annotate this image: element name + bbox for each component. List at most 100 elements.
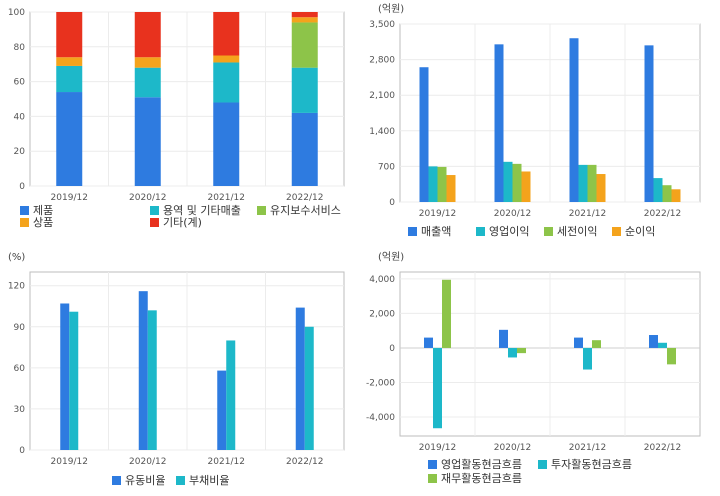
y-tick-label: 0	[389, 344, 395, 354]
bar-segment	[213, 12, 240, 56]
legend-label: 제품	[33, 204, 53, 217]
legend-swatch	[476, 227, 485, 236]
legend-swatch	[20, 218, 29, 227]
y-tick-label: 2,000	[369, 309, 395, 319]
bar-segment	[291, 22, 318, 68]
legend-swatch	[150, 206, 159, 215]
bar	[662, 185, 672, 202]
legend-label: 투자활동현금흐름	[551, 457, 632, 471]
x-tick-label: 2019/12	[51, 457, 88, 467]
bar	[644, 45, 654, 202]
bar-segment	[213, 55, 240, 63]
bar-segment	[134, 57, 161, 68]
y-tick-label: 80	[14, 43, 26, 53]
y-tick-label: 0	[389, 198, 395, 208]
bar	[437, 166, 447, 202]
bar	[653, 178, 663, 202]
bar	[217, 370, 227, 450]
legend-swatch	[544, 227, 553, 236]
y-tick-label: 20	[14, 147, 26, 157]
bar	[494, 44, 504, 202]
legend-label: 기타(계)	[163, 216, 202, 229]
legend-swatch	[538, 460, 547, 469]
chart-income-statement: (억원) 0 700 1,400 2,100 2,800 3,500 2019/12 2020/…	[369, 3, 701, 238]
y-tick-label: 60	[14, 364, 26, 374]
bar-segment	[56, 57, 83, 66]
bar-segment	[56, 92, 83, 186]
bar	[658, 342, 667, 348]
bar-segment	[56, 12, 83, 58]
y-tick-label: 3,500	[369, 20, 395, 30]
chart-cash-flows: (억원) -4,000 -2,000 0 2,000 4,000 2019/12 2020/1…	[366, 251, 701, 485]
legend-swatch	[150, 218, 159, 227]
bar-segment	[291, 112, 318, 186]
legend-swatch	[257, 206, 266, 215]
legend-label: 상품	[33, 216, 53, 229]
legend-swatch	[612, 227, 621, 236]
legend-label: 재무활동현금흐름	[441, 471, 522, 485]
x-tick-label: 2020/12	[129, 457, 166, 467]
bar	[503, 161, 513, 202]
bar	[295, 307, 305, 450]
bar-segment	[134, 12, 161, 58]
x-tick-label: 2022/12	[644, 443, 681, 453]
bar-segment	[134, 67, 161, 98]
x-tick-label: 2020/12	[129, 193, 166, 203]
legend-label: 매출액	[421, 225, 451, 238]
bar	[587, 164, 597, 202]
x-tick-label: 2022/12	[286, 457, 323, 467]
y-tick-label: 4,000	[369, 275, 395, 285]
legend-label: 순이익	[625, 225, 655, 238]
bar	[147, 310, 157, 450]
y-tick-label: 30	[14, 405, 26, 415]
x-tick-label: 2022/12	[644, 209, 681, 219]
unit-label: (억원)	[378, 251, 404, 263]
bar	[569, 38, 579, 202]
y-tick-label: 0	[19, 446, 25, 456]
y-tick-label: 2,100	[369, 91, 395, 101]
bar-segment	[213, 102, 240, 186]
bar	[667, 347, 676, 365]
y-tick-label: 60	[14, 78, 26, 88]
x-tick-label: 2021/12	[569, 443, 606, 453]
legend-swatch	[176, 476, 185, 485]
bar	[424, 337, 433, 348]
bar-segment	[56, 65, 83, 93]
bar	[583, 347, 592, 370]
y-tick-label: 0	[19, 182, 25, 192]
legend-swatch	[20, 206, 29, 215]
legend-swatch	[408, 227, 417, 236]
bar	[226, 340, 236, 450]
bar	[69, 311, 79, 450]
legend-swatch	[428, 460, 437, 469]
y-tick-label: 100	[8, 8, 25, 18]
unit-label: (%)	[8, 252, 25, 263]
bar	[433, 347, 442, 429]
bar	[508, 347, 517, 358]
y-tick-label: 90	[14, 323, 26, 333]
bar	[592, 340, 601, 348]
bar	[428, 166, 438, 202]
bar	[446, 175, 456, 202]
y-tick-label: 120	[8, 282, 25, 292]
chart-sales-composition: 0 20 40 60 80 100 2019/12 2020/12 2021/12 2022/12…	[8, 8, 345, 229]
bar-segment	[291, 12, 318, 18]
bar-segment	[213, 62, 240, 103]
bar	[649, 335, 658, 348]
legend-swatch	[112, 476, 121, 485]
x-tick-label: 2022/12	[286, 193, 323, 203]
y-tick-label: 700	[378, 162, 395, 172]
bar	[138, 291, 148, 450]
x-tick-label: 2021/12	[569, 209, 606, 219]
bar	[499, 329, 508, 348]
y-tick-label: 40	[14, 112, 26, 122]
legend-label: 유동비율	[125, 474, 165, 487]
y-tick-label: -2,000	[366, 378, 395, 388]
bar	[671, 189, 681, 202]
bar	[517, 347, 526, 354]
x-tick-label: 2020/12	[494, 443, 531, 453]
legend-swatch	[428, 474, 437, 483]
bar	[596, 174, 606, 202]
y-tick-label: 2,800	[369, 56, 395, 66]
y-tick-label: -4,000	[366, 413, 395, 423]
